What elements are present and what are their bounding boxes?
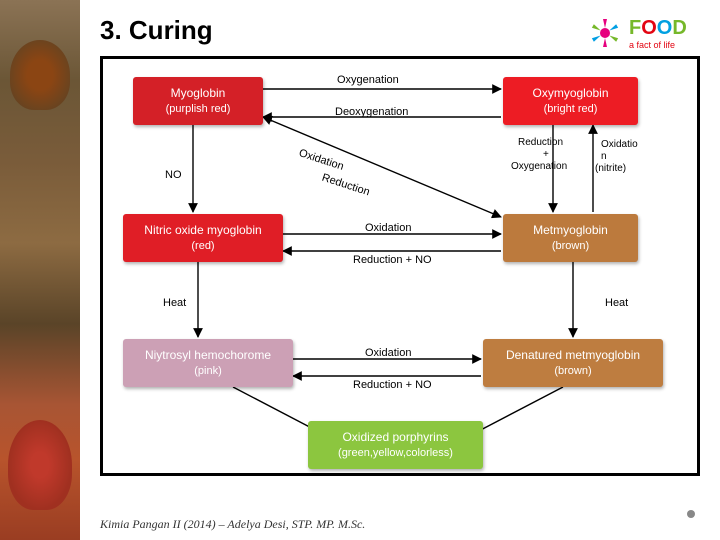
node-niytrosyl: Niytrosyl hemochorome(pink) [123,339,293,387]
node-sublabel: (bright red) [511,102,630,116]
logo-splash-icon [585,13,625,53]
node-myoglobin: Myoglobin(purplish red) [133,77,263,125]
node-sublabel: (pink) [131,364,285,378]
edge-label: Reduction + NO [353,254,432,266]
edge-label: NO [165,169,182,181]
node-label: Niytrosyl hemochorome [131,348,285,364]
node-oxidized: Oxidized porphyrins(green,yellow,colorle… [308,421,483,469]
node-sublabel: (purplish red) [141,102,255,116]
logo-brand: FOOD [629,17,687,40]
node-sublabel: (red) [131,239,275,253]
node-label: Denatured metmyoglobin [491,348,655,364]
edge-label: Oxidatio [601,139,638,150]
edge-label: n [601,151,607,162]
edge-label: (nitrite) [595,163,626,174]
edge-label: + [543,149,549,160]
node-oxymyoglobin: Oxymyoglobin(bright red) [503,77,638,125]
edge-label: Oxygenation [337,74,399,86]
edge-label: Deoxygenation [335,106,408,118]
node-sublabel: (green,yellow,colorless) [316,446,475,460]
edge-label: Heat [605,297,628,309]
food-logo: FOOD a fact of life [585,8,705,58]
edge-label: Oxidation [365,222,411,234]
slide-content: 3. Curing FOOD a fact of life [90,0,720,540]
slide-footer: Kimia Pangan II (2014) – Adelya Desi, ST… [100,517,365,532]
edge-label: Oxidation [297,147,345,173]
node-no_myoglobin: Nitric oxide myoglobin(red) [123,214,283,262]
edge-label: Heat [163,297,186,309]
decorative-food-strip [0,0,80,540]
page-bullet-icon [687,510,695,518]
diagram-frame: Myoglobin(purplish red) Oxymyoglobin(brig… [100,56,700,476]
edge-label: Reduction [320,172,371,199]
node-label: Myoglobin [141,86,255,102]
logo-text: FOOD a fact of life [629,17,687,50]
node-label: Oxymyoglobin [511,86,630,102]
myoglobin-flowchart: Myoglobin(purplish red) Oxymyoglobin(brig… [103,59,697,473]
node-label: Nitric oxide myoglobin [131,223,275,239]
node-sublabel: (brown) [491,364,655,378]
node-label: Oxidized porphyrins [316,430,475,446]
node-metmyoglobin: Metmyoglobin(brown) [503,214,638,262]
edge-label: Oxygenation [511,161,567,172]
edge-label: Reduction [518,137,563,148]
node-denatured: Denatured metmyoglobin(brown) [483,339,663,387]
node-label: Metmyoglobin [511,223,630,239]
edge-label: Reduction + NO [353,379,432,391]
edge-label: Oxidation [365,347,411,359]
node-sublabel: (brown) [511,239,630,253]
logo-tagline: a fact of life [629,40,687,50]
